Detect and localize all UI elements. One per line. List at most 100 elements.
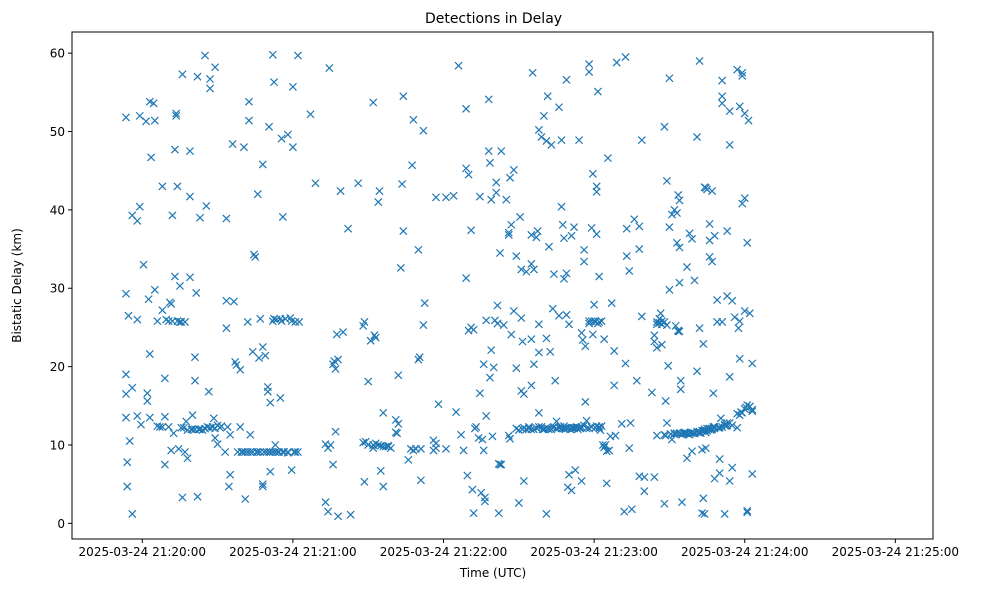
data-point	[396, 263, 405, 272]
data-point	[393, 429, 402, 438]
data-point	[718, 92, 727, 101]
data-point	[588, 169, 597, 178]
data-point	[718, 76, 727, 85]
data-point	[332, 330, 341, 339]
data-point	[607, 299, 616, 308]
data-point	[534, 422, 543, 431]
data-point	[650, 337, 659, 346]
data-point	[528, 68, 537, 77]
data-point	[665, 74, 674, 83]
data-point	[164, 317, 173, 326]
data-point	[145, 350, 154, 359]
data-point	[617, 419, 626, 428]
data-point	[179, 423, 188, 432]
data-point	[270, 314, 279, 323]
data-point	[675, 327, 684, 336]
data-point	[180, 317, 189, 326]
data-point	[533, 227, 542, 236]
data-point	[394, 371, 403, 380]
data-point	[667, 210, 676, 219]
data-point	[211, 63, 220, 72]
data-point	[504, 228, 513, 237]
data-point	[334, 355, 343, 364]
data-point	[610, 346, 619, 355]
y-tick-label: 60	[50, 47, 65, 61]
data-point	[710, 231, 719, 240]
data-point	[728, 463, 737, 472]
data-point	[715, 469, 724, 478]
data-point	[172, 109, 181, 118]
data-point	[399, 92, 408, 101]
data-point	[682, 454, 692, 463]
data-point	[495, 248, 505, 258]
data-point	[121, 370, 130, 379]
data-point	[253, 447, 262, 457]
data-point	[434, 400, 443, 409]
data-point	[592, 230, 601, 239]
data-point	[277, 317, 286, 326]
data-point	[499, 321, 508, 330]
data-point	[529, 265, 538, 274]
data-point	[416, 476, 425, 485]
data-point	[605, 446, 614, 455]
data-point	[276, 393, 285, 402]
data-point	[201, 51, 210, 60]
data-point	[590, 300, 599, 309]
data-point	[695, 324, 704, 333]
data-point	[557, 136, 566, 145]
data-point	[484, 147, 493, 156]
data-point	[128, 383, 137, 392]
data-point	[740, 109, 749, 118]
data-point	[128, 509, 137, 518]
data-point	[703, 185, 712, 194]
data-point	[121, 289, 130, 298]
data-point	[169, 429, 178, 438]
data-point	[699, 339, 708, 348]
data-point	[263, 387, 272, 396]
data-point	[399, 227, 408, 236]
x-tick-label: 2025-03-24 21:21:00	[229, 545, 356, 559]
data-point	[625, 266, 634, 276]
data-point	[745, 309, 754, 318]
data-point	[519, 476, 528, 486]
data-point	[534, 408, 543, 417]
data-point	[160, 412, 169, 421]
data-point	[487, 346, 496, 355]
data-point	[229, 297, 238, 306]
data-point	[252, 447, 261, 457]
data-point	[180, 447, 189, 457]
data-point	[167, 299, 176, 308]
data-point	[725, 140, 734, 149]
data-point	[592, 187, 601, 196]
data-point	[121, 413, 130, 422]
data-point	[266, 398, 275, 407]
data-point	[158, 422, 167, 431]
data-point	[183, 454, 192, 463]
data-point	[588, 330, 597, 339]
data-point	[462, 164, 471, 173]
x-tick-label: 2025-03-24 21:22:00	[380, 545, 507, 559]
y-tick-label: 50	[50, 125, 65, 139]
data-point	[738, 408, 747, 417]
data-point	[582, 416, 591, 425]
data-point	[625, 444, 634, 453]
data-point	[554, 311, 564, 320]
data-point	[489, 363, 498, 372]
data-point	[265, 447, 274, 457]
data-point	[552, 417, 561, 426]
data-point	[326, 440, 335, 449]
data-point	[133, 411, 142, 420]
data-point	[290, 447, 299, 457]
data-point	[221, 447, 230, 457]
data-point	[168, 211, 177, 220]
data-point	[730, 313, 739, 322]
data-point	[185, 147, 195, 156]
data-point	[360, 477, 369, 486]
data-point	[580, 245, 589, 254]
data-point	[222, 324, 231, 333]
data-point	[527, 230, 536, 239]
data-point	[512, 364, 521, 373]
data-point	[640, 473, 649, 482]
data-point	[600, 443, 609, 452]
data-point	[506, 173, 515, 182]
